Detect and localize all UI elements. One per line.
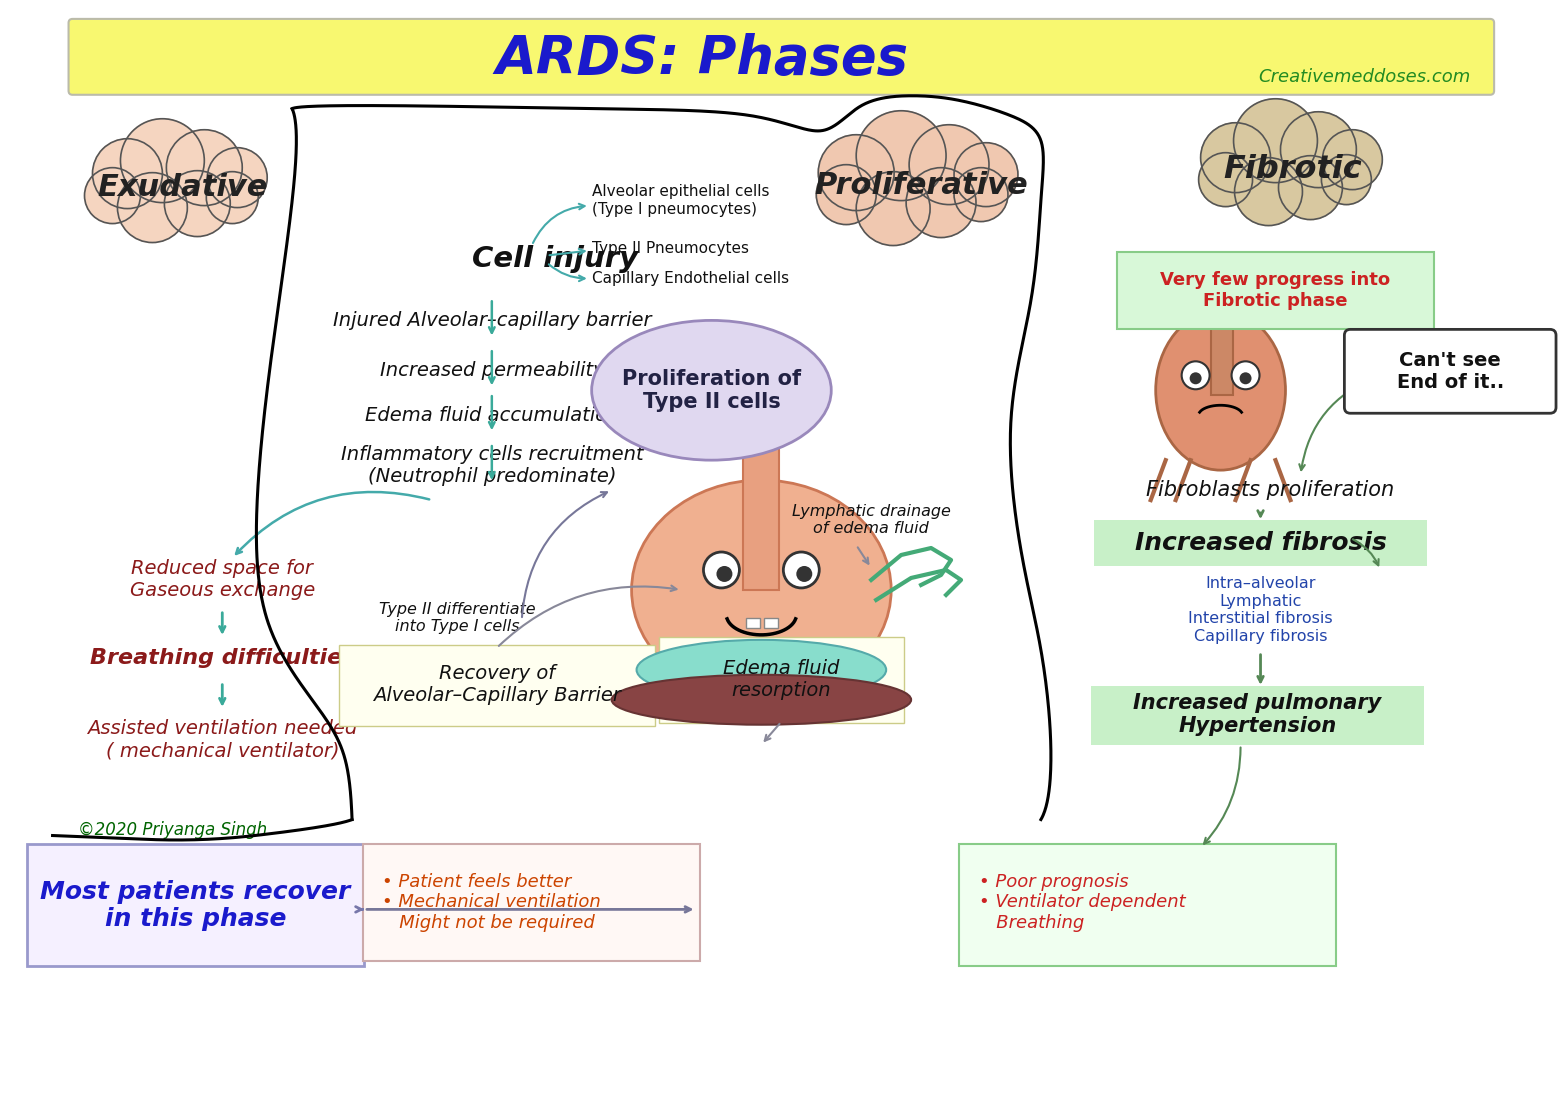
Circle shape [1182,362,1209,389]
Circle shape [1231,362,1259,389]
Circle shape [165,171,230,236]
Text: Increased pulmonary
Hypertension: Increased pulmonary Hypertension [1134,693,1381,736]
Circle shape [1234,99,1317,183]
Text: Fibrotic: Fibrotic [1223,154,1363,185]
FancyBboxPatch shape [1344,329,1555,414]
Text: Lymphatic drainage
of edema fluid: Lymphatic drainage of edema fluid [792,503,950,537]
Circle shape [121,119,204,203]
Text: • Poor prognosis
• Ventilator dependent
   Breathing: • Poor prognosis • Ventilator dependent … [978,873,1185,933]
Circle shape [953,167,1008,222]
Text: • Patient feels better
• Mechanical ventilation
   Might not be required: • Patient feels better • Mechanical vent… [383,873,601,933]
Text: Type II Pneumocytes: Type II Pneumocytes [591,241,748,256]
Circle shape [1198,153,1253,206]
Text: Assisted ventilation needed
( mechanical ventilator): Assisted ventilation needed ( mechanical… [88,719,358,760]
Text: Alveolar epithelial cells
(Type I pneumocytes): Alveolar epithelial cells (Type I pneumo… [591,184,770,216]
Text: Proliferation of
Type II cells: Proliferation of Type II cells [622,368,801,411]
FancyBboxPatch shape [659,637,905,723]
Text: Most patients recover
in this phase: Most patients recover in this phase [41,879,351,932]
Circle shape [85,167,141,224]
Text: Recovery of
Alveolar–Capillary Barrier: Recovery of Alveolar–Capillary Barrier [373,664,621,705]
FancyBboxPatch shape [69,19,1494,94]
Circle shape [953,143,1018,206]
Circle shape [118,173,187,243]
FancyBboxPatch shape [27,844,364,966]
Circle shape [704,552,740,588]
Text: ©2020 Priyanga Singh: ©2020 Priyanga Singh [78,821,267,838]
Circle shape [1322,154,1372,204]
Circle shape [856,172,930,245]
Circle shape [906,167,975,237]
Bar [1210,285,1232,395]
Circle shape [207,147,267,207]
Text: Increased fibrosis: Increased fibrosis [1135,531,1386,554]
Bar [746,618,760,628]
Text: Creativemeddoses.com: Creativemeddoses.com [1258,68,1471,85]
FancyBboxPatch shape [1094,520,1427,566]
Circle shape [909,124,989,204]
Circle shape [1201,123,1270,193]
Text: Edema fluid
resorption: Edema fluid resorption [723,659,839,700]
Text: Reduced space for
Gaseous exchange: Reduced space for Gaseous exchange [130,559,315,600]
Circle shape [1240,373,1251,385]
Text: Intra–alveolar
Lymphatic
Interstitial fibrosis
Capillary fibrosis: Intra–alveolar Lymphatic Interstitial fi… [1189,577,1333,643]
Text: Fibroblasts proliferation: Fibroblasts proliferation [1146,480,1394,500]
Circle shape [166,130,241,205]
Circle shape [1234,157,1303,225]
Text: ARDS: Phases: ARDS: Phases [495,33,908,85]
FancyBboxPatch shape [364,844,701,962]
Text: Proliferative: Proliferative [814,171,1029,200]
Text: Capillary Endothelial cells: Capillary Endothelial cells [591,271,789,286]
Circle shape [818,134,894,211]
Ellipse shape [591,321,831,460]
Circle shape [1278,155,1342,220]
Circle shape [817,164,877,224]
Text: Edema fluid accumulation: Edema fluid accumulation [365,406,619,425]
Text: Cell injury: Cell injury [472,244,638,273]
FancyBboxPatch shape [960,844,1336,966]
FancyBboxPatch shape [1116,252,1435,329]
Text: Type II differentiate
into Type I cells: Type II differentiate into Type I cells [378,602,535,634]
Circle shape [93,139,163,208]
Text: Exudative: Exudative [97,173,268,202]
FancyBboxPatch shape [339,644,654,725]
Circle shape [856,111,946,201]
Ellipse shape [612,674,911,724]
Circle shape [717,566,732,582]
Ellipse shape [637,640,886,700]
Bar [764,618,778,628]
Ellipse shape [1156,311,1286,470]
Bar [743,420,779,590]
Text: Increased permeability: Increased permeability [379,360,604,379]
Circle shape [797,566,812,582]
Text: Can't see
End of it..: Can't see End of it.. [1397,350,1504,391]
Text: Breathing difficulties: Breathing difficulties [89,648,354,668]
Circle shape [1190,373,1201,385]
Text: Inflammatory cells recruitment
(Neutrophil predominate): Inflammatory cells recruitment (Neutroph… [340,445,643,486]
FancyBboxPatch shape [1091,685,1424,744]
Text: Very few progress into
Fibrotic phase: Very few progress into Fibrotic phase [1160,271,1391,309]
Text: Injured Alveolar–capillary barrier: Injured Alveolar–capillary barrier [332,311,651,329]
Circle shape [784,552,818,588]
Ellipse shape [632,480,891,700]
Circle shape [207,172,259,224]
Circle shape [1322,130,1383,190]
Circle shape [1281,112,1356,187]
